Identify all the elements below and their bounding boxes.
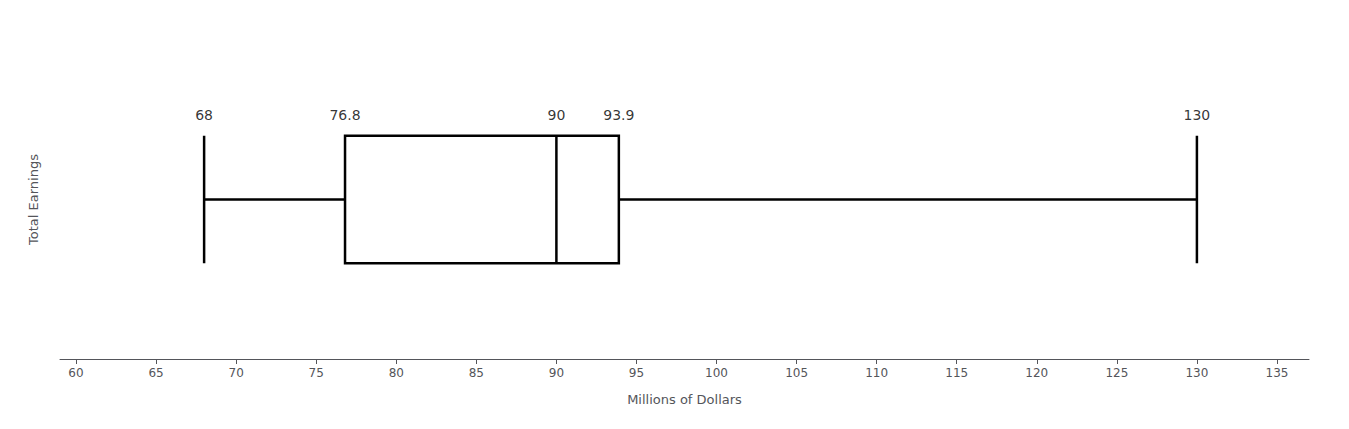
svg-text:76.8: 76.8	[329, 107, 360, 123]
svg-text:60: 60	[68, 366, 83, 380]
svg-text:115: 115	[945, 366, 968, 380]
svg-text:135: 135	[1266, 366, 1289, 380]
svg-text:105: 105	[785, 366, 808, 380]
svg-text:70: 70	[229, 366, 244, 380]
svg-text:100: 100	[705, 366, 728, 380]
svg-text:110: 110	[865, 366, 888, 380]
svg-text:68: 68	[195, 107, 213, 123]
svg-text:130: 130	[1185, 366, 1208, 380]
svg-text:85: 85	[469, 366, 484, 380]
svg-text:65: 65	[148, 366, 163, 380]
svg-text:120: 120	[1025, 366, 1048, 380]
svg-text:Total Earnings: Total Earnings	[26, 154, 41, 246]
svg-text:90: 90	[547, 107, 565, 123]
svg-text:75: 75	[309, 366, 324, 380]
svg-text:95: 95	[629, 366, 644, 380]
svg-text:90: 90	[549, 366, 564, 380]
svg-text:Millions of Dollars: Millions of Dollars	[627, 392, 742, 407]
svg-text:125: 125	[1105, 366, 1128, 380]
svg-text:80: 80	[389, 366, 404, 380]
svg-text:93.9: 93.9	[603, 107, 634, 123]
svg-text:130: 130	[1184, 107, 1211, 123]
